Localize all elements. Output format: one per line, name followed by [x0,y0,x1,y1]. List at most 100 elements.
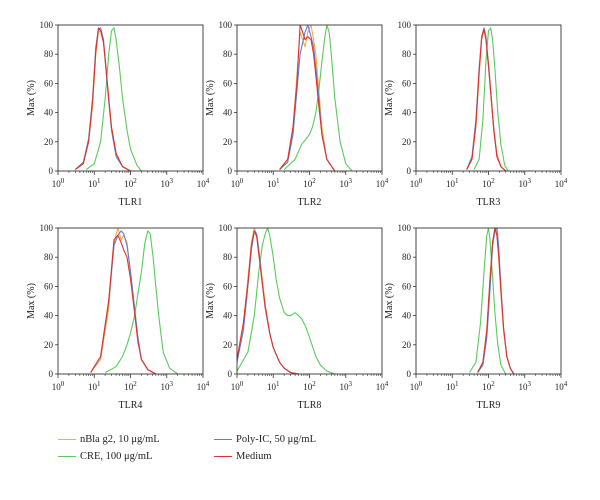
series-line-cre-tlr3 [473,27,509,171]
panel-tlr9: 0 20 40 60 80 100 100 101 102 103 104 Max (%) TLR9 [384,223,568,411]
series-line-cre-tlr8 [237,228,335,374]
panel-tlr8: 0 20 40 60 80 100 100 101 102 103 104 Max (%) TLR8 [205,223,389,411]
histogram-figure: 0 20 40 60 80 100 100 101 102 103 104 Max (%) TLR1 0 2… [26,20,568,411]
y-tick-label-tlr2-80: 80 [223,49,233,59]
y-tick-label-tlr2-20: 20 [223,137,233,147]
y-axis-title-tlr3: Max (%) [384,80,395,116]
panel-tlr1: 0 20 40 60 80 100 100 101 102 103 104 Max (%) TLR1 [26,20,210,208]
legend-label-cre: CRE, 100 μg/mL [80,451,153,462]
y-tick-label-tlr2-40: 40 [223,108,233,118]
series-line-polyic-tlr2 [279,25,336,171]
legend-item-polyic: Poly-IC, 50 μg/mL [214,434,316,445]
x-tick-label-tlr3-0: 100 [410,177,423,189]
series-line-cre-tlr4 [104,230,179,374]
legend-item-cre: CRE, 100 μg/mL [58,451,152,462]
x-axis-title-tlr3: TLR3 [477,197,501,208]
series-line-cre-tlr9 [469,228,507,374]
x-tick-label-tlr1-0: 100 [52,177,65,189]
x-axis-title-tlr9: TLR9 [477,400,501,411]
y-tick-label-tlr3-20: 20 [402,137,412,147]
series-line-medium-tlr9 [477,228,515,374]
x-tick-label-tlr4-1: 101 [88,380,101,392]
x-tick-label-tlr9-1: 101 [446,380,459,392]
y-tick-label-tlr4-80: 80 [44,252,54,262]
legend-item-nbla: nBla g2, 10 μg/mL [58,434,160,445]
legend-label-medium: Medium [236,451,272,462]
y-tick-label-tlr4-100: 100 [40,223,54,233]
legend-swatch-polyic [214,439,232,440]
y-axis-title-tlr1: Max (%) [26,80,37,116]
panel-tlr4: 0 20 40 60 80 100 100 101 102 103 104 Max (%) TLR4 [26,223,210,411]
series-line-medium-tlr8 [237,230,299,374]
panel-tlr3: 0 20 40 60 80 100 100 101 102 103 104 Max (%) TLR3 [384,20,568,208]
series-line-nbla-tlr1 [74,30,131,171]
x-tick-label-tlr4-4: 104 [197,380,210,392]
y-tick-label-tlr3-60: 60 [402,78,412,88]
plot-frame-tlr4 [57,227,204,375]
y-tick-label-tlr1-60: 60 [44,78,54,88]
x-tick-label-tlr4-0: 100 [52,380,65,392]
panel-tlr2: 0 20 40 60 80 100 100 101 102 103 104 Max (%) TLR2 [205,20,389,208]
plot-frame-tlr2 [236,24,383,172]
legend-swatch-medium [214,456,232,457]
y-tick-label-tlr2-60: 60 [223,78,233,88]
y-tick-label-tlr1-40: 40 [44,108,54,118]
series-line-nbla-tlr9 [477,228,515,374]
series-line-medium-tlr1 [74,27,131,171]
legend-label-nbla: nBla g2, 10 μg/mL [80,434,160,445]
y-tick-label-tlr3-40: 40 [402,108,412,118]
x-tick-label-tlr8-2: 102 [303,380,316,392]
x-tick-label-tlr1-4: 104 [197,177,210,189]
legend-item-medium: Medium [214,451,272,462]
series-line-polyic-tlr9 [477,228,515,374]
x-tick-label-tlr8-3: 103 [340,380,353,392]
y-tick-label-tlr8-100: 100 [219,223,233,233]
x-tick-label-tlr9-0: 100 [410,380,423,392]
y-tick-label-tlr8-80: 80 [223,252,233,262]
y-tick-label-tlr8-20: 20 [223,340,233,350]
series-line-medium-tlr4 [90,234,157,374]
x-tick-label-tlr2-4: 104 [376,177,389,189]
y-tick-label-tlr3-100: 100 [398,20,412,30]
x-tick-label-tlr1-1: 101 [88,177,101,189]
x-tick-label-tlr2-2: 102 [303,177,316,189]
plot-frame-tlr3 [415,24,562,172]
x-tick-label-tlr1-2: 102 [124,177,137,189]
legend-swatch-nbla [58,439,76,440]
x-axis-title-tlr2: TLR2 [298,197,322,208]
y-tick-label-tlr8-60: 60 [223,281,233,291]
x-tick-label-tlr9-2: 102 [482,380,495,392]
y-tick-label-tlr4-20: 20 [44,340,54,350]
series-line-cre-tlr1 [85,27,142,171]
series-line-medium-tlr2 [279,25,336,171]
y-tick-label-tlr9-80: 80 [402,252,412,262]
y-tick-label-tlr2-0: 0 [228,166,233,176]
legend-label-polyic: Poly-IC, 50 μg/mL [236,434,317,445]
y-tick-label-tlr1-0: 0 [49,166,54,176]
y-tick-label-tlr9-100: 100 [398,223,412,233]
y-tick-label-tlr9-60: 60 [402,281,412,291]
y-tick-label-tlr8-40: 40 [223,311,233,321]
series-line-nbla-tlr2 [279,25,336,171]
y-tick-label-tlr3-80: 80 [402,49,412,59]
y-axis-title-tlr9: Max (%) [384,283,395,319]
x-tick-label-tlr3-1: 101 [446,177,459,189]
y-tick-label-tlr9-40: 40 [402,311,412,321]
x-tick-label-tlr2-3: 103 [340,177,353,189]
x-tick-label-tlr4-2: 102 [124,380,137,392]
y-tick-label-tlr4-40: 40 [44,311,54,321]
legend: nBla g2, 10 μg/mL CRE, 100 μg/mL Poly-IC… [58,434,478,484]
x-tick-label-tlr2-1: 101 [267,177,280,189]
x-tick-label-tlr8-1: 101 [267,380,280,392]
x-tick-label-tlr1-3: 103 [161,177,174,189]
x-axis-title-tlr4: TLR4 [119,400,143,411]
x-tick-label-tlr3-4: 104 [555,177,568,189]
x-axis-title-tlr1: TLR1 [119,197,143,208]
series-line-cre-tlr2 [283,25,353,171]
y-axis-title-tlr2: Max (%) [205,80,216,116]
y-tick-label-tlr2-100: 100 [219,20,233,30]
y-tick-label-tlr1-100: 100 [40,20,54,30]
y-axis-title-tlr8: Max (%) [205,283,216,319]
legend-swatch-cre [58,456,76,457]
series-line-polyic-tlr4 [90,230,157,374]
